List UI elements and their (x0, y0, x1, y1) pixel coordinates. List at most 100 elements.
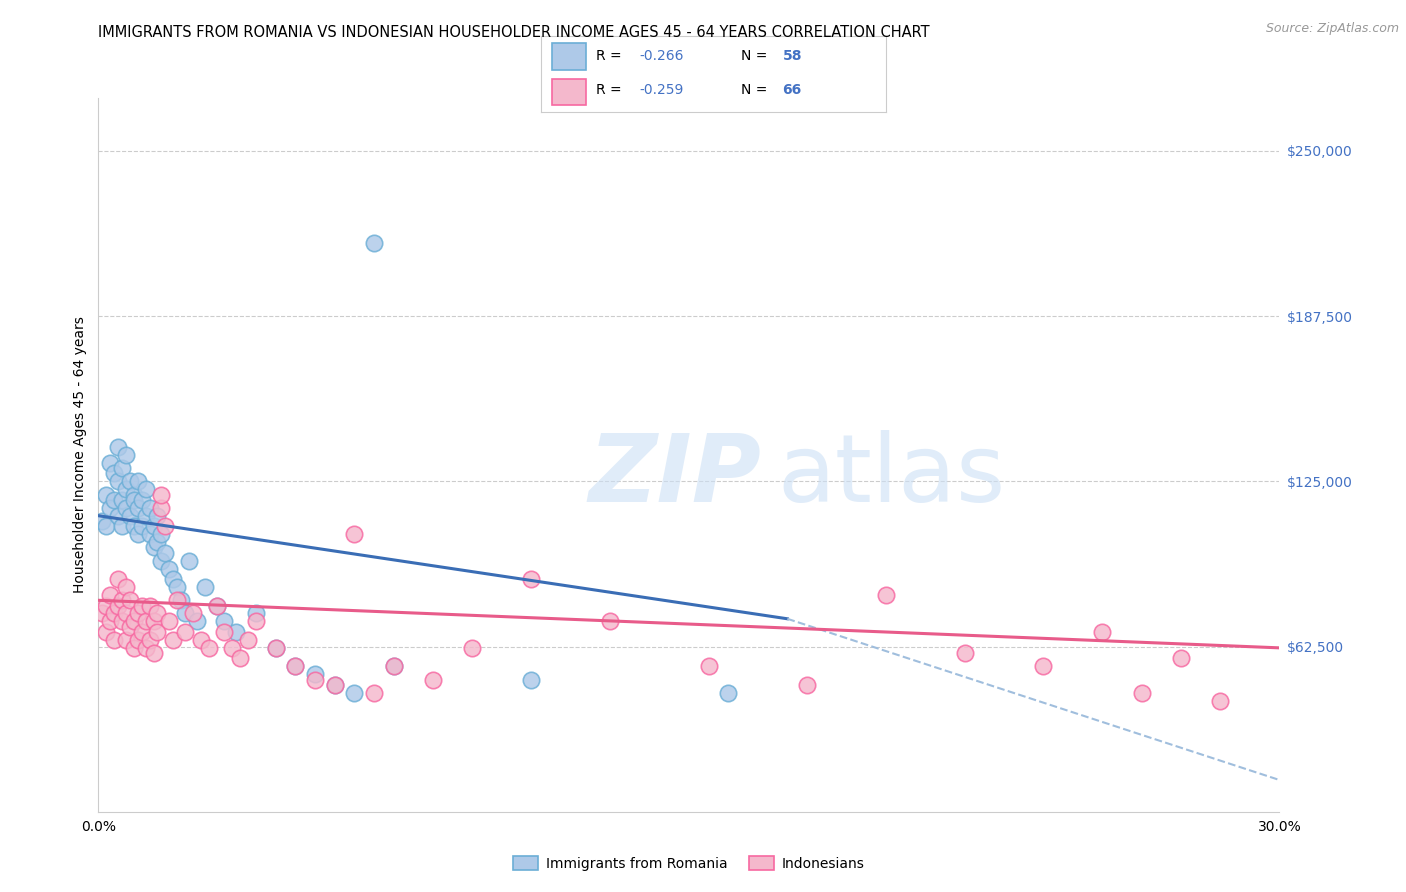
Point (245, 607, 267, 621)
Point (107, 508, 129, 523)
Text: R =: R = (596, 49, 627, 63)
Point (96, 625, 118, 640)
Point (422, 673, 444, 687)
Point (131, 625, 153, 640)
Point (304, 673, 326, 687)
Point (343, 686, 366, 700)
Point (520, 673, 543, 687)
Point (98, 456, 121, 470)
Text: ZIP: ZIP (589, 430, 762, 523)
Point (142, 519, 165, 533)
Text: Source: ZipAtlas.com: Source: ZipAtlas.com (1265, 22, 1399, 36)
Y-axis label: Householder Income Ages 45 - 64 years: Householder Income Ages 45 - 64 years (73, 317, 87, 593)
Point (142, 541, 165, 555)
Point (111, 492, 134, 507)
Point (177, 554, 200, 568)
Point (697, 659, 720, 673)
Point (131, 599, 153, 613)
Point (599, 615, 621, 629)
Point (107, 599, 129, 613)
Point (157, 615, 180, 629)
Point (107, 572, 129, 586)
Point (190, 632, 212, 647)
Text: atlas: atlas (778, 430, 1005, 523)
Point (122, 492, 145, 507)
Point (118, 620, 141, 634)
Point (98, 615, 121, 629)
Point (1209, 694, 1232, 708)
Point (103, 467, 125, 481)
Point (118, 593, 141, 607)
Point (115, 607, 138, 621)
Point (323, 678, 346, 692)
Point (284, 659, 307, 673)
Text: -0.266: -0.266 (640, 49, 683, 63)
Point (1170, 651, 1192, 665)
Point (1032, 659, 1054, 673)
Point (96, 519, 118, 533)
Point (166, 580, 188, 594)
Point (135, 615, 157, 629)
Point (127, 475, 149, 489)
Point (142, 615, 165, 629)
Point (115, 448, 138, 462)
Point (111, 461, 134, 475)
Point (118, 475, 141, 489)
Point (162, 632, 184, 647)
Text: R =: R = (596, 83, 627, 97)
Point (91, 607, 114, 621)
Legend: Immigrants from Romania, Indonesians: Immigrants from Romania, Indonesians (508, 850, 870, 876)
Point (146, 607, 169, 621)
Point (115, 632, 138, 647)
Text: 66: 66 (782, 83, 801, 97)
Point (214, 615, 236, 629)
Point (118, 508, 141, 523)
Point (138, 500, 160, 515)
Text: N =: N = (741, 83, 772, 97)
Point (103, 632, 125, 647)
Point (162, 572, 184, 586)
Point (717, 686, 740, 700)
Point (127, 527, 149, 541)
Point (96, 487, 118, 501)
Point (461, 640, 484, 655)
Point (155, 519, 177, 533)
Point (205, 599, 228, 613)
Point (146, 535, 169, 549)
Point (146, 508, 169, 523)
Text: N =: N = (741, 49, 772, 63)
Point (170, 593, 193, 607)
Point (91, 514, 114, 528)
Point (343, 527, 366, 541)
Point (174, 625, 197, 640)
Point (1130, 686, 1153, 700)
Point (284, 659, 307, 673)
Point (150, 527, 173, 541)
Point (166, 593, 188, 607)
Point (221, 640, 243, 655)
Point (264, 640, 287, 655)
Point (135, 508, 157, 523)
Point (96, 599, 118, 613)
Point (122, 640, 145, 655)
Point (127, 632, 149, 647)
Point (953, 646, 976, 660)
Point (214, 625, 236, 640)
Point (122, 487, 145, 501)
Point (150, 487, 173, 501)
FancyBboxPatch shape (551, 78, 586, 105)
Point (98, 588, 121, 602)
Point (138, 632, 160, 647)
Text: 58: 58 (782, 49, 801, 63)
Point (138, 599, 160, 613)
Point (157, 561, 180, 575)
Point (135, 483, 157, 497)
Point (304, 667, 326, 681)
Point (194, 580, 217, 594)
Point (363, 236, 385, 251)
Point (98, 500, 121, 515)
Point (150, 554, 173, 568)
Point (363, 686, 385, 700)
Point (181, 607, 204, 621)
Point (186, 615, 208, 629)
